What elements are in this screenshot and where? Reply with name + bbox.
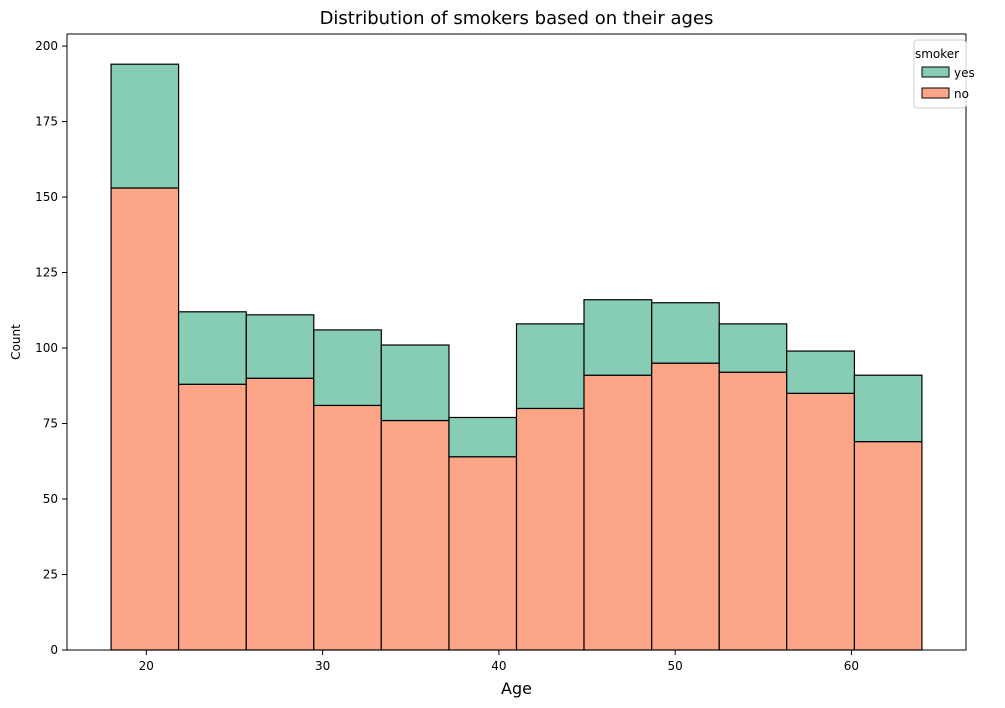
legend-swatch-no <box>921 87 950 99</box>
x-tick-label: 30 <box>315 659 330 673</box>
legend-label-no: no <box>954 87 969 101</box>
x-tick-label: 50 <box>668 659 683 673</box>
bar-no-5 <box>448 456 518 651</box>
bar-no-6 <box>515 407 585 651</box>
x-tick-label: 20 <box>139 659 154 673</box>
bar-yes-8 <box>651 302 720 364</box>
axes-group: 0 25 50 75 100 125 150 175 200 20 30 40 50 60 <box>35 33 967 673</box>
legend-swatch-yes <box>921 66 950 78</box>
bar-no-9 <box>718 371 788 651</box>
legend-title: smoker <box>915 47 959 61</box>
bar-yes-2 <box>245 314 315 379</box>
bar-yes-6 <box>515 323 585 410</box>
y-tick-label: 25 <box>43 568 58 582</box>
bar-yes-4 <box>380 344 450 422</box>
bar-yes-1 <box>177 311 247 385</box>
bars-group <box>110 63 923 651</box>
chart-title: Distribution of smokers based on their a… <box>320 8 714 29</box>
bar-no-8 <box>651 362 720 651</box>
bar-yes-0 <box>110 63 180 189</box>
bar-yes-11 <box>853 374 923 443</box>
x-tick-label: 40 <box>491 659 506 673</box>
y-tick-label: 150 <box>35 190 58 204</box>
legend: smoker yes no <box>913 39 975 109</box>
bar-no-2 <box>245 377 315 651</box>
y-axis-label: Count <box>9 324 23 360</box>
y-tick-label: 100 <box>35 341 58 355</box>
bar-no-1 <box>177 383 247 651</box>
x-tick-label: 60 <box>844 659 859 673</box>
legend-label-yes: yes <box>954 66 975 80</box>
y-tick-label: 175 <box>35 115 58 129</box>
bar-yes-7 <box>583 299 653 376</box>
bar-yes-9 <box>718 323 788 373</box>
y-tick-label: 0 <box>50 643 58 657</box>
y-tick-label: 50 <box>43 492 58 506</box>
y-tick-label: 200 <box>35 39 58 53</box>
plot-frame <box>66 33 967 651</box>
bar-no-10 <box>786 392 856 651</box>
bar-yes-5 <box>448 416 518 458</box>
y-tick-label: 75 <box>43 417 58 431</box>
bar-no-3 <box>313 404 382 651</box>
bar-no-4 <box>380 419 450 651</box>
bar-yes-10 <box>786 350 856 394</box>
x-axis-label: Age <box>501 679 532 698</box>
bar-no-11 <box>853 441 923 651</box>
bar-no-0 <box>110 187 180 651</box>
y-tick-label: 125 <box>35 266 58 280</box>
bar-no-7 <box>583 374 653 651</box>
bar-yes-3 <box>313 329 382 407</box>
